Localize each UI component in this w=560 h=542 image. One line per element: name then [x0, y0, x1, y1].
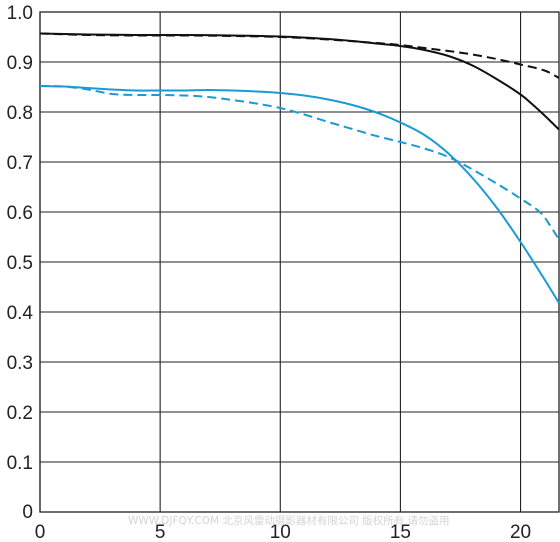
y-tick-label: 0.2 [7, 403, 33, 424]
series-line-3 [39, 85, 560, 241]
y-tick-label: 0 [22, 502, 33, 523]
y-tick-label: 1.0 [7, 3, 33, 24]
series-line-2 [39, 85, 560, 304]
y-tick-label: 0.1 [7, 453, 33, 474]
x-tick-label: 15 [390, 522, 411, 542]
series-line-0 [39, 32, 560, 131]
series-lines [39, 32, 560, 304]
x-axis-tick-labels: 0 5 10 15 20 [35, 522, 531, 542]
watermark-text: WWW.DJFQY.COM 北京风雷动摄影器材有限公司 版权所有 请勿盗用 [128, 514, 450, 527]
y-axis-tick-labels: 0 0.1 0.2 0.3 0.4 0.5 0.6 0.7 0.8 0.9 1.0 [7, 3, 34, 523]
y-tick-label: 0.4 [7, 303, 34, 324]
x-tick-label: 0 [35, 522, 46, 542]
y-tick-label: 0.3 [7, 353, 33, 374]
y-tick-label: 0.8 [7, 103, 33, 124]
plot-frame [39, 11, 560, 513]
y-tick-label: 0.9 [7, 53, 33, 74]
x-tick-label: 10 [270, 522, 291, 542]
x-tick-label: 5 [155, 522, 166, 542]
grid-lines [39, 11, 560, 513]
y-tick-label: 0.7 [7, 153, 33, 174]
series-line-1 [39, 32, 560, 79]
y-tick-label: 0.6 [7, 203, 33, 224]
y-tick-label: 0.5 [7, 253, 33, 274]
x-tick-label: 20 [510, 522, 531, 542]
